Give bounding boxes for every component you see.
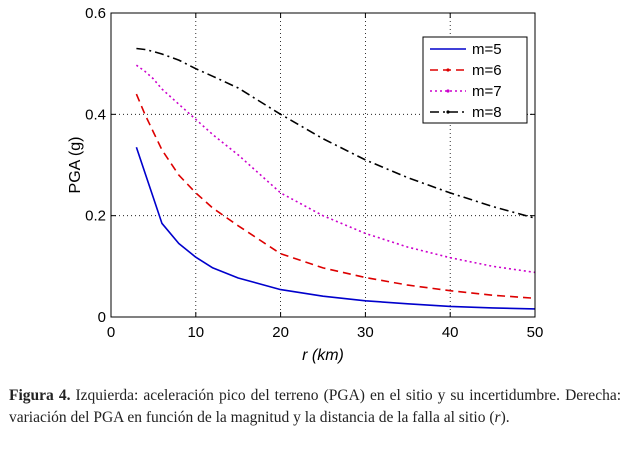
legend-marker — [446, 110, 450, 114]
x-tick-label: 40 — [442, 324, 459, 341]
x-tick-label: 20 — [272, 324, 289, 341]
caption-text: Izquierda: aceleración pico del terreno … — [9, 387, 622, 426]
caption-symbol: r — [494, 409, 501, 426]
legend-marker — [446, 68, 450, 72]
series-line-m=5 — [135, 147, 536, 310]
series-layer — [135, 47, 536, 310]
legend-label: m=5 — [472, 41, 502, 58]
y-axis-label: PGA (g) — [67, 137, 84, 194]
plot-frame — [110, 12, 536, 318]
series-line-m=8 — [136, 47, 536, 219]
figure-caption: Figura 4. Izquierda: aceleración pico de… — [9, 385, 621, 429]
y-tick-label: 0.6 — [85, 5, 106, 22]
series-line-m=7 — [135, 64, 536, 274]
legend-label: m=7 — [472, 83, 502, 100]
x-tick-label: 0 — [107, 324, 115, 341]
caption-label: Figura 4. — [9, 387, 71, 404]
legend: m=5 m=6 m=7 m=8 — [422, 36, 528, 124]
legend-label: m=8 — [472, 104, 502, 121]
pga-chart: 0 10 20 30 40 50 0 0.2 0.4 0.6 r (km) PGA (g) m=5… — [67, 5, 543, 364]
x-tick-label: 50 — [527, 324, 544, 341]
y-tick-label: 0.4 — [85, 106, 106, 123]
legend-items: m=5 m=6 m=7 m=8 — [430, 41, 502, 121]
legend-label: m=6 — [472, 62, 502, 79]
x-axis-label: r (km) — [302, 347, 344, 364]
legend-box — [422, 36, 528, 124]
y-tick-label: 0.2 — [85, 208, 106, 225]
x-tick-label: 30 — [357, 324, 374, 341]
series-line-m=6 — [135, 93, 536, 300]
caption-end: ). — [500, 409, 510, 426]
x-tick-label: 10 — [187, 324, 204, 341]
ticks: 0 10 20 30 40 50 0 0.2 0.4 0.6 — [85, 5, 543, 341]
y-tick-label: 0 — [98, 309, 106, 326]
legend-marker — [446, 89, 450, 93]
